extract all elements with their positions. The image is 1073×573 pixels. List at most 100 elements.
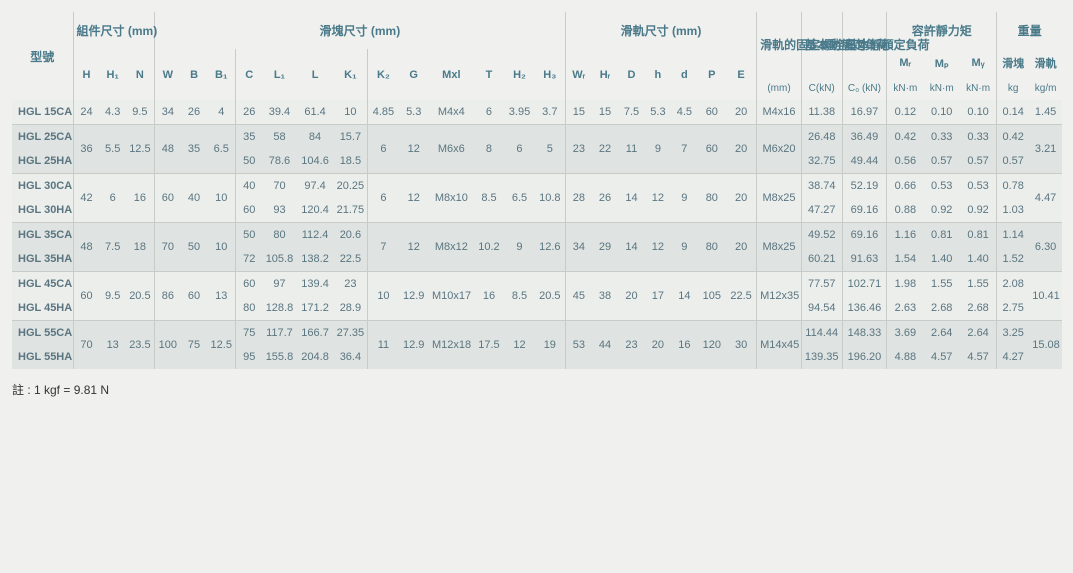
cell: 0.42: [997, 125, 1030, 150]
cell: 5: [535, 125, 566, 174]
col-T: T: [474, 49, 505, 100]
cell: 53: [565, 321, 591, 370]
cell: 13: [207, 272, 235, 321]
cell: 12.5: [207, 321, 235, 370]
spec-table: 型號 組件尺寸 (mm) 滑塊尺寸 (mm) 滑軌尺寸 (mm) 滑軌的固定螺栓…: [12, 12, 1062, 369]
cell: 38: [592, 272, 618, 321]
cell: 69.16: [842, 223, 887, 248]
cell: 4.85: [368, 100, 399, 125]
cell: M8x12: [429, 223, 474, 272]
cell: 20.6: [333, 223, 368, 248]
col-wb: 滑塊: [997, 49, 1030, 77]
cell: 148.33: [842, 321, 887, 346]
cell: 78.6: [262, 149, 297, 174]
cell: M12x18: [429, 321, 474, 370]
cell: 84: [297, 125, 334, 150]
col-h: h: [645, 49, 671, 100]
cell: 5.5: [99, 125, 125, 174]
cell: 0.88: [887, 198, 924, 223]
cell: 72: [236, 247, 262, 272]
header-sub: HH₁NWBB₁CL₁LK₁K₂GMxlTH₂H₃WᵣHᵣDhdPEMᵣMₚMᵧ…: [12, 49, 1062, 77]
cell: 10: [368, 272, 399, 321]
cell: 3.21: [1029, 125, 1062, 174]
cell: 23: [565, 125, 591, 174]
cell: 36: [73, 125, 99, 174]
cell: 22: [592, 125, 618, 174]
cell: 38.74: [801, 174, 842, 199]
cell: 139.4: [297, 272, 334, 297]
cell: 23: [618, 321, 644, 370]
cell: 1.52: [997, 247, 1030, 272]
cell: 2.63: [887, 296, 924, 321]
grp-bolt: 滑軌的固定螺栓尺寸: [757, 12, 802, 77]
cell: M12x35: [757, 272, 802, 321]
cell: 48: [154, 125, 180, 174]
cell: 20: [726, 223, 757, 272]
cell: 6.5: [504, 174, 535, 223]
col-H1: H₁: [99, 49, 125, 100]
cell: 0.33: [923, 125, 960, 150]
unit-wb: kg: [997, 77, 1030, 100]
col-MR: Mᵣ: [887, 49, 924, 77]
unit-dyn: C(kN): [801, 77, 842, 100]
cell: 24: [73, 100, 99, 125]
cell: 2.08: [997, 272, 1030, 297]
cell: 32.75: [801, 149, 842, 174]
cell: 70: [73, 321, 99, 370]
cell: 100: [154, 321, 180, 370]
cell: 28: [565, 174, 591, 223]
cell: 120: [698, 321, 726, 370]
cell: 15.08: [1029, 321, 1062, 370]
table-row: HGL 30CA42616604010407097.420.25612M8x10…: [12, 174, 1062, 199]
cell: 12: [504, 321, 535, 370]
cell: 36.4: [333, 345, 368, 369]
cell: 0.81: [923, 223, 960, 248]
col-B: B: [181, 49, 207, 100]
grp-weight: 重量: [997, 12, 1062, 49]
cell: 97.4: [297, 174, 334, 199]
cell: 44: [592, 321, 618, 370]
table-row: HGL 25CA365.512.548356.535588415.7612M6x…: [12, 125, 1062, 150]
cell: 60: [236, 272, 262, 297]
cell: 8: [474, 125, 505, 174]
cell: 8.5: [474, 174, 505, 223]
cell: 7: [368, 223, 399, 272]
cell: 0.10: [923, 100, 960, 125]
cell-model: HGL 45CA: [12, 272, 73, 297]
grp-dyn: 基本動額定負荷: [801, 12, 842, 77]
cell: 35: [236, 125, 262, 150]
cell: 10.2: [474, 223, 505, 272]
cell: 60: [154, 174, 180, 223]
col-K1: K₁: [333, 49, 368, 100]
cell: 61.4: [297, 100, 334, 125]
cell: 136.46: [842, 296, 887, 321]
col-MP: Mₚ: [923, 49, 960, 77]
cell: 69.16: [842, 198, 887, 223]
cell-model: HGL 25CA: [12, 125, 73, 150]
cell: 4.88: [887, 345, 924, 369]
cell: 6: [474, 100, 505, 125]
cell: 0.92: [960, 198, 997, 223]
cell: M6x6: [429, 125, 474, 174]
cell: 26: [236, 100, 262, 125]
cell: 97: [262, 272, 297, 297]
cell: 23.5: [126, 321, 154, 370]
cell: 112.4: [297, 223, 334, 248]
cell-model: HGL 55CA: [12, 321, 73, 346]
cell-model: HGL 25HA: [12, 149, 73, 174]
cell: 58: [262, 125, 297, 150]
cell: 40: [236, 174, 262, 199]
cell: 16: [126, 174, 154, 223]
grp-stat: 基本靜額定負荷: [842, 12, 887, 77]
cell: 138.2: [297, 247, 334, 272]
cell: 14: [671, 272, 697, 321]
unit-MR: kN·m: [887, 77, 924, 100]
cell: 80: [698, 223, 726, 272]
cell: 10: [207, 174, 235, 223]
col-D: D: [618, 49, 644, 100]
cell: 0.53: [923, 174, 960, 199]
cell: 60: [73, 272, 99, 321]
cell: 70: [154, 223, 180, 272]
cell: 128.8: [262, 296, 297, 321]
cell: 4.3: [99, 100, 125, 125]
